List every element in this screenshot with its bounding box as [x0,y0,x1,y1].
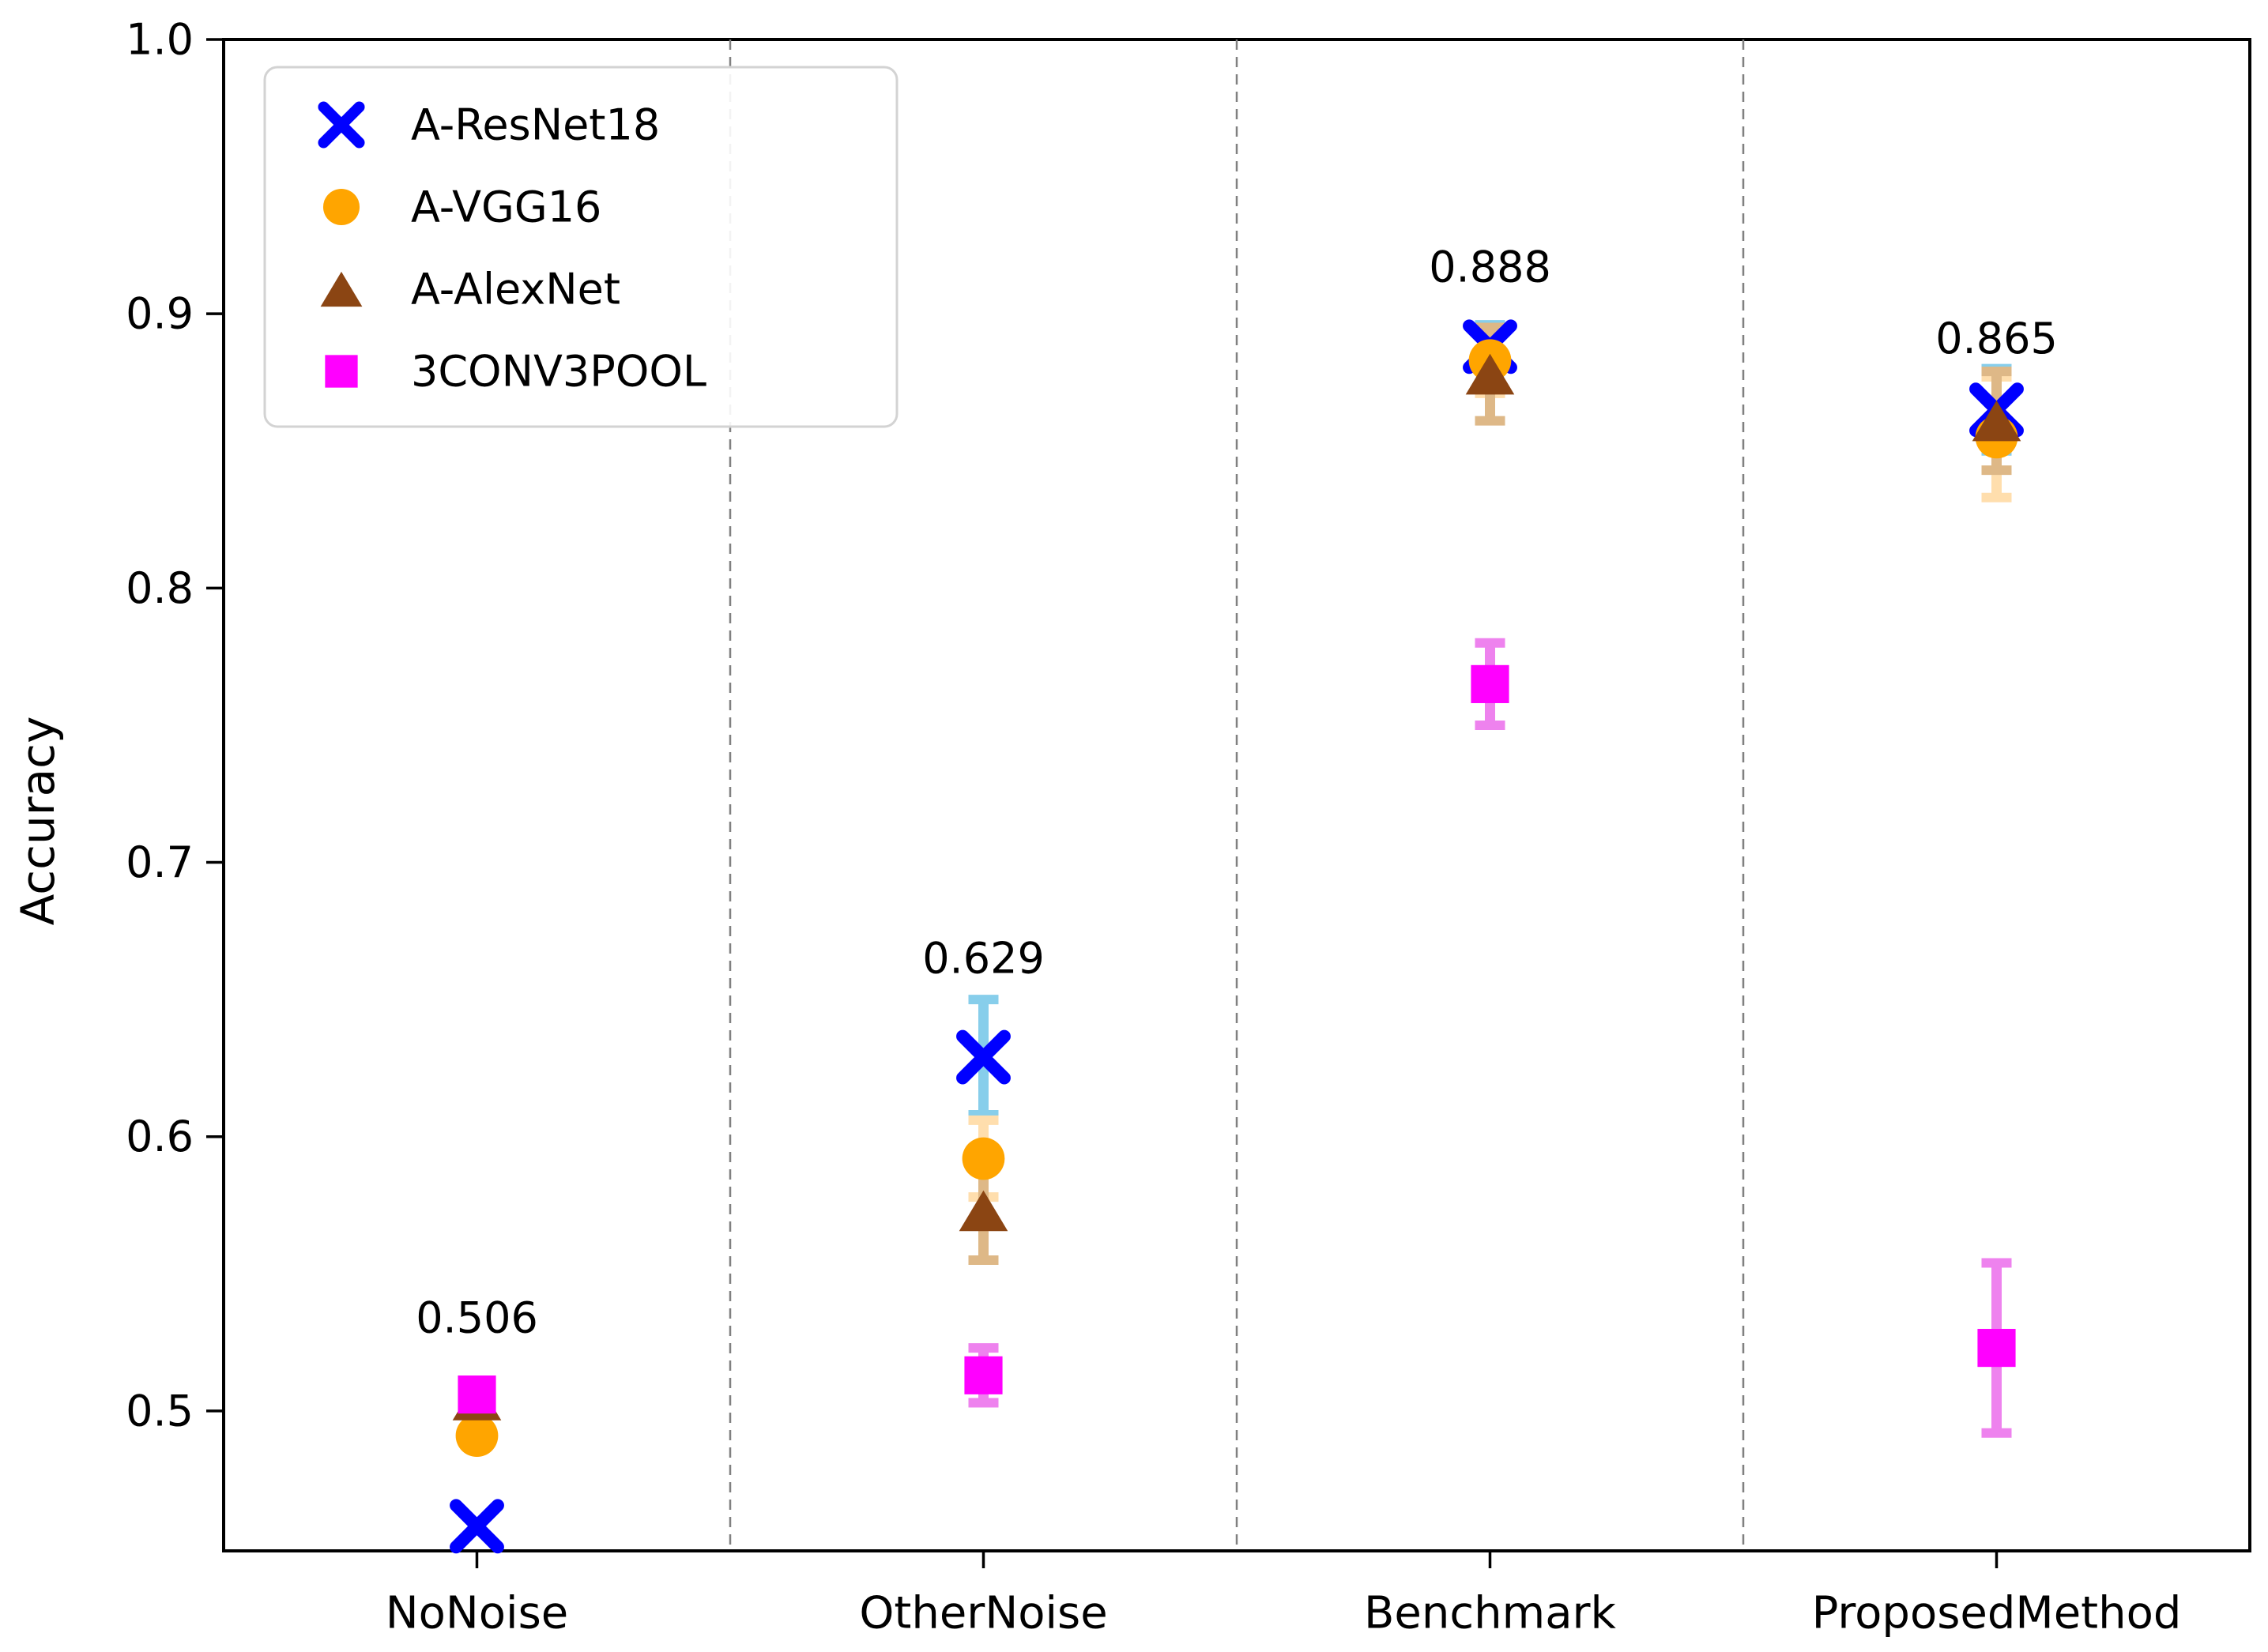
legend-item-label: A-VGG16 [411,183,601,232]
y-tick-label: 0.6 [126,1112,194,1161]
y-tick-label: 0.8 [126,563,194,613]
data-points-layer [450,319,2024,1554]
annotation-label: 0.506 [416,1293,538,1342]
legend-item-3CONV3POOL: 3CONV3POOL [325,347,706,397]
square-marker-shape [964,1356,1003,1394]
square-marker-shape [325,355,358,388]
triangle-marker-shape [320,271,363,307]
data-point-A-AlexNet [1972,400,2021,442]
y-tick-label: 1.0 [126,15,194,65]
circle-marker-shape [322,188,360,226]
x-marker-stroke [450,1499,504,1554]
square-marker-shape [1977,1329,2016,1368]
legend-item-label: A-ResNet18 [411,100,660,150]
x-tick-label: OtherNoise [859,1588,1107,1639]
data-point-A-ResNet18 [956,1029,1011,1085]
x-legend-icon [318,101,365,149]
x-tick-label: Benchmark [1364,1588,1617,1639]
data-point-A-VGG16 [962,1137,1005,1180]
legend-item-A-VGG16: A-VGG16 [322,183,601,232]
data-point-A-AlexNet [1465,353,1515,395]
legend-item-label: A-AlexNet [411,265,620,314]
legend-item-label: 3CONV3POOL [411,347,706,397]
circle-marker-shape [455,1414,499,1458]
square-marker-shape [458,1375,496,1414]
legend-box [263,66,899,428]
triangle-marker-shape [959,1190,1008,1232]
y-tick-label: 0.5 [126,1386,194,1436]
data-point-A-AlexNet [959,1190,1008,1232]
data-point-3CONV3POOL [1471,664,1509,703]
circle-legend-icon [322,188,360,226]
legend: A-ResNet18 A-VGG16 A-AlexNet 3CONV3POOL [263,66,899,428]
square-legend-icon [325,355,358,388]
circle-marker-shape [962,1137,1005,1180]
y-tick-label: 0.7 [126,837,194,887]
legend-item-A-AlexNet: A-AlexNet [320,265,620,314]
x-marker-stroke [956,1029,1011,1085]
x-tick-label: ProposedMethod [1812,1588,2182,1639]
data-point-3CONV3POOL [458,1375,496,1414]
data-point-A-ResNet18 [450,1499,504,1554]
annotation-label: 0.865 [1935,314,2058,363]
annotation-label: 0.629 [922,934,1045,984]
y-tick-label: 0.9 [126,289,194,339]
legend-item-A-ResNet18: A-ResNet18 [318,100,660,150]
triangle-marker-shape [1972,400,2021,442]
annotation-label: 0.888 [1429,243,1551,292]
triangle-up-legend-icon [320,271,363,307]
square-marker-shape [1471,664,1509,703]
triangle-marker-shape [1465,353,1515,395]
x-tick-label: NoNoise [386,1588,569,1639]
x-marker-stroke [318,101,365,149]
data-point-A-VGG16 [455,1414,499,1458]
data-point-3CONV3POOL [1977,1329,2016,1368]
data-point-3CONV3POOL [964,1356,1003,1394]
